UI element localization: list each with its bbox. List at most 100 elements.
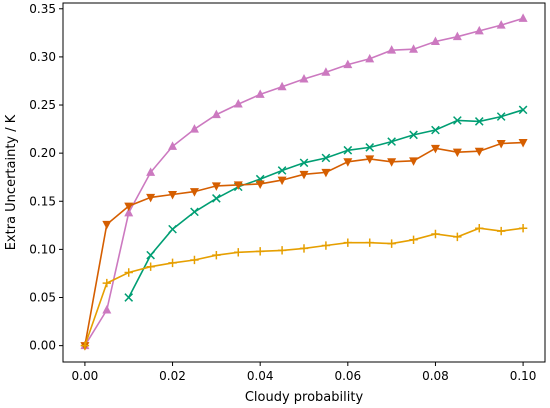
data-point <box>453 116 462 125</box>
data-point <box>431 125 440 135</box>
data-point <box>343 238 353 247</box>
data-point <box>102 305 112 314</box>
series-2 <box>80 139 528 351</box>
data-point <box>190 255 199 265</box>
data-point <box>343 59 353 69</box>
data-point <box>299 244 309 253</box>
data-point <box>299 170 309 180</box>
data-point <box>168 141 178 150</box>
y-axis: 0.00 0.05 0.10 0.15 0.20 0.25 0.30 0.35 <box>29 2 63 353</box>
data-point <box>146 167 156 176</box>
y-tick-label: 0.10 <box>29 242 56 256</box>
series-line <box>84 17 524 347</box>
data-point <box>387 239 396 248</box>
data-point <box>365 53 375 63</box>
data-point <box>496 20 506 29</box>
data-point <box>431 229 440 239</box>
series-1 <box>124 105 528 302</box>
data-point <box>80 341 90 350</box>
data-point <box>211 109 221 119</box>
data-point <box>452 31 462 41</box>
y-tick-label: 0.20 <box>29 146 56 160</box>
series-line <box>127 109 524 298</box>
data-point <box>343 145 353 155</box>
data-point <box>475 224 484 233</box>
x-tick-label: 0.08 <box>422 369 449 383</box>
data-point <box>365 238 374 247</box>
data-point <box>277 166 287 175</box>
data-point <box>387 137 396 146</box>
data-point <box>474 147 484 157</box>
data-point <box>474 25 484 35</box>
data-point <box>518 139 528 148</box>
data-point <box>234 248 243 257</box>
x-tick-label: 0.04 <box>247 369 274 383</box>
data-point <box>343 158 353 167</box>
data-point <box>189 124 199 133</box>
data-point <box>430 36 440 45</box>
data-point <box>409 44 419 53</box>
data-point <box>102 278 112 288</box>
data-point <box>299 158 309 168</box>
plot-area <box>80 13 528 351</box>
data-point <box>409 235 418 244</box>
data-point <box>321 67 331 76</box>
data-point <box>146 250 155 260</box>
data-point <box>124 293 134 302</box>
data-point <box>146 262 155 271</box>
x-tick-label: 0.02 <box>159 369 186 383</box>
data-point <box>518 224 528 233</box>
data-point <box>212 250 221 260</box>
data-point <box>277 246 287 255</box>
y-tick-label: 0.30 <box>29 50 56 64</box>
data-point <box>474 117 484 126</box>
data-point <box>124 202 134 212</box>
plot-frame <box>62 2 546 363</box>
y-tick-label: 0.00 <box>29 339 56 353</box>
data-point <box>168 224 177 234</box>
data-point <box>452 148 462 158</box>
data-point <box>124 268 133 277</box>
data-point <box>255 89 265 98</box>
data-point <box>277 176 287 186</box>
data-point <box>365 143 375 152</box>
data-point <box>233 181 243 190</box>
data-point <box>102 220 112 230</box>
data-point <box>321 168 331 178</box>
data-point <box>233 99 243 108</box>
data-point <box>168 258 177 268</box>
x-axis: 0.00 0.02 0.04 0.06 0.08 0.10 <box>72 362 537 383</box>
data-point <box>409 130 418 140</box>
data-point <box>453 232 462 242</box>
data-point <box>277 81 287 91</box>
series-3 <box>80 224 528 350</box>
data-point <box>387 45 397 54</box>
x-axis-label: Cloudy probability <box>245 390 364 405</box>
data-point <box>496 226 506 236</box>
data-point <box>518 105 528 115</box>
data-point <box>409 157 419 166</box>
data-point <box>124 207 134 217</box>
data-point <box>211 182 221 191</box>
data-point <box>321 241 331 250</box>
data-point <box>189 188 199 197</box>
y-tick-label: 0.35 <box>29 2 56 16</box>
data-point <box>387 158 397 167</box>
data-point <box>255 247 265 256</box>
data-point <box>212 194 221 203</box>
data-point <box>496 112 506 121</box>
x-tick-label: 0.00 <box>72 369 99 383</box>
data-point <box>430 144 440 154</box>
data-point <box>496 140 506 149</box>
data-point <box>299 74 309 83</box>
x-tick-label: 0.10 <box>510 369 537 383</box>
data-point <box>365 155 375 164</box>
data-point <box>190 207 199 217</box>
series-0 <box>80 13 528 350</box>
data-point <box>168 191 178 200</box>
data-point <box>255 180 265 189</box>
x-tick-label: 0.06 <box>334 369 361 383</box>
y-tick-label: 0.25 <box>29 98 56 112</box>
y-tick-label: 0.15 <box>29 194 56 208</box>
